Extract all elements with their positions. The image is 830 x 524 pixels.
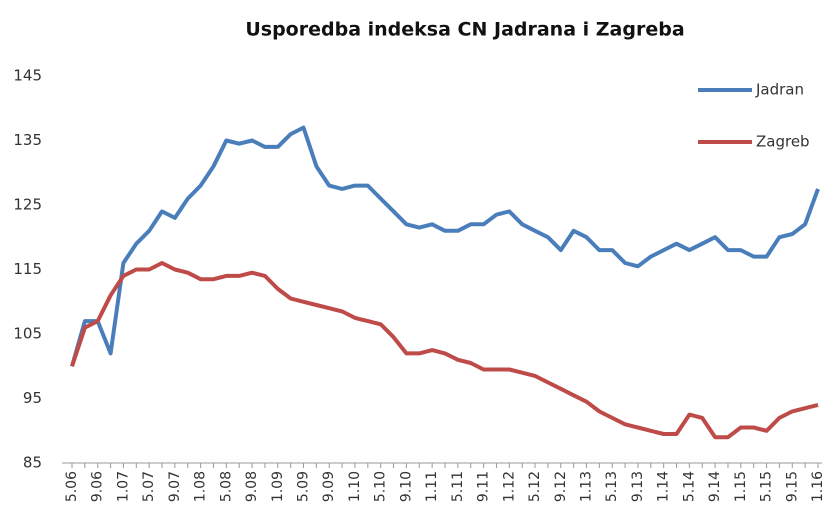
chart-title: Usporedba indeksa CN Jadrana i Zagreba (245, 19, 684, 41)
y-tick-label: 135 (13, 131, 42, 149)
x-tick-label: 5.15 (759, 471, 775, 502)
y-tick-label: 125 (13, 196, 42, 214)
x-tick-label: 1.12 (501, 471, 517, 502)
line-series (70, 125, 820, 367)
y-tick-label: 145 (13, 67, 42, 85)
x-tick-label: 5.08 (218, 471, 234, 502)
legend-label: Zagreb (756, 133, 810, 151)
x-tick-label: 5.11 (450, 471, 466, 502)
x-tick-label: 1.09 (270, 471, 286, 502)
x-tick-label: 9.09 (321, 471, 337, 502)
x-tick-label: 1.13 (578, 471, 594, 502)
x-tick-label: 5.10 (373, 471, 389, 502)
x-tick-label: 5.06 (64, 471, 80, 502)
line-series (70, 261, 819, 440)
x-tick-label: 9.10 (398, 471, 414, 502)
x-tick-label: 9.12 (553, 471, 569, 502)
x-tick-label: 1.16 (810, 471, 826, 502)
x-tick-label: 9.15 (784, 471, 800, 502)
x-tick-label: 1.14 (656, 471, 672, 502)
x-tick-label: 9.06 (90, 471, 106, 502)
x-tick-label: 9.08 (244, 471, 260, 502)
y-tick-label: 95 (23, 389, 42, 407)
x-tick-label: 1.10 (347, 471, 363, 502)
y-tick-label: 115 (13, 260, 42, 278)
x-tick-label: 1.08 (193, 471, 209, 502)
y-tick-label: 105 (13, 325, 42, 343)
x-tick-label: 9.13 (630, 471, 646, 502)
x-tick-label: 9.07 (167, 471, 183, 502)
x-tick-label: 9.14 (707, 471, 723, 502)
legend-label: Jadran (755, 81, 804, 99)
x-tick-label: 1.11 (424, 471, 440, 502)
x-tick-label: 5.07 (141, 471, 157, 502)
x-tick-label: 5.13 (604, 471, 620, 502)
y-tick-label: 85 (23, 454, 42, 472)
x-tick-label: 5.09 (296, 471, 312, 502)
x-tick-label: 5.12 (527, 471, 543, 502)
x-tick-label: 5.14 (681, 471, 697, 502)
x-tick-label: 9.11 (476, 471, 492, 502)
x-tick-label: 1.15 (733, 471, 749, 502)
x-tick-label: 1.07 (115, 471, 131, 502)
